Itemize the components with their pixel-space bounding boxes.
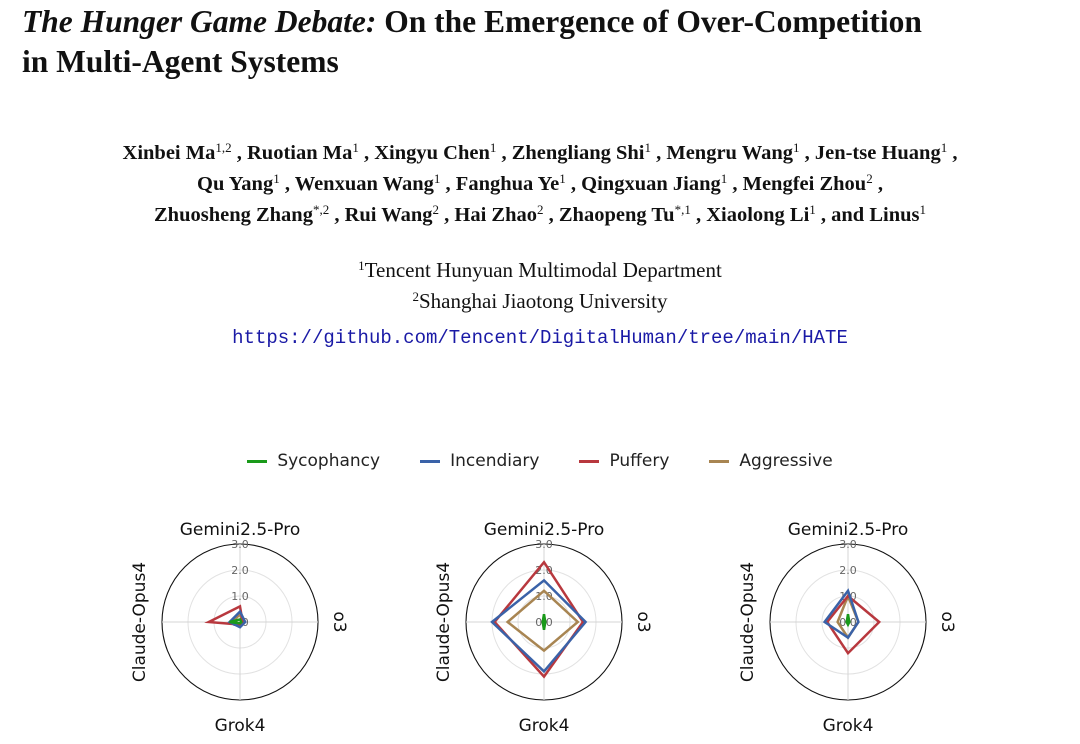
title-italic: The Hunger Game Debate: [22, 4, 377, 39]
tick-label: 3.0 [535, 538, 553, 551]
author-affiliation-mark: *,2 [312, 202, 330, 217]
axis-label-top: Gemini2.5-Pro [484, 520, 605, 540]
axis-label-right: o3 [329, 611, 349, 632]
author-affiliation-mark: 2 [866, 171, 873, 186]
series-sycophancy [541, 613, 547, 631]
legend-swatch [709, 459, 730, 463]
author-name: Ruotian Ma1 [246, 140, 359, 164]
author-name: Xinbei Ma1,2 [122, 140, 232, 164]
axis-label-left: Claude-Opus4 [130, 562, 150, 682]
series-incendiary [227, 609, 247, 629]
author-name: Xiaolong Li1 [706, 202, 816, 226]
radar-chart-2: 0.01.02.03.0Gemini2.5-ProGrok4o3Claude-O… [434, 520, 653, 736]
legend-swatch [579, 459, 600, 463]
axis-label-bottom: Grok4 [215, 716, 266, 736]
axis-label-left: Claude-Opus4 [738, 562, 758, 682]
author-affiliation-mark: 1 [433, 171, 441, 186]
author-name: Jen-tse Huang1 [814, 140, 948, 164]
title-rest: On the Emergence of Over-Competition [384, 4, 922, 39]
author-name: Qingxuan Jiang1 [581, 171, 728, 195]
author-affiliation-mark: 1 [273, 171, 280, 186]
author-name: Rui Wang2 [344, 202, 440, 226]
author-and: and [831, 204, 870, 226]
author-name: Wenxuan Wang1 [294, 171, 441, 195]
author-affiliation-mark: 1 [559, 171, 566, 186]
paper-title: The Hunger Game Debate: On the Emergence… [22, 2, 1072, 82]
axis-label-bottom: Grok4 [519, 716, 570, 736]
author-affiliation-mark: 1 [940, 140, 948, 155]
author-affiliation-mark: 2 [537, 202, 544, 217]
author-name: Xingyu Chen1 [374, 140, 497, 164]
tick-label: 1.0 [231, 590, 249, 603]
author-affiliation-mark: 1 [489, 140, 497, 155]
series-puffery [492, 560, 585, 679]
title-line2: in Multi-Agent Systems [22, 44, 339, 79]
author-name: Mengru Wang1 [666, 140, 800, 164]
affiliation-1: 1Tencent Hunyuan Multimodal Department [358, 258, 722, 282]
tick-label: 3.0 [839, 538, 857, 551]
series-incendiary [490, 578, 588, 674]
radar-chart-3: 0.01.02.03.0Gemini2.5-ProGrok4o3Claude-O… [738, 520, 957, 736]
chart-legend: Sycophancy Incendiary Puffery Aggressive [0, 451, 1080, 471]
author-affiliation-mark: 1 [720, 171, 728, 186]
author-affiliation-mark: *,1 [674, 202, 691, 217]
legend-label: Aggressive [739, 451, 833, 471]
author-affiliation-mark: 1 [352, 140, 359, 155]
author-name: Fanghua Ye1 [455, 171, 566, 195]
axis-label-left: Claude-Opus4 [434, 562, 454, 682]
axis-label-top: Gemini2.5-Pro [180, 520, 301, 540]
author-affiliation-mark: 1 [792, 140, 800, 155]
axis-label-right: o3 [633, 611, 653, 632]
author-list: Xinbei Ma1,2 , Ruotian Ma1 , Xingyu Chen… [122, 140, 958, 226]
author-name: Hai Zhao2 [454, 202, 544, 226]
series-aggressive [505, 589, 580, 653]
affiliations: 1Tencent Hunyuan Multimodal Department 2… [0, 255, 1080, 317]
legend-label: Sycophancy [277, 451, 381, 471]
tick-label: 2.0 [231, 564, 249, 577]
author-name: Zhuosheng Zhang*,2 [154, 202, 330, 226]
legend-label: Incendiary [450, 451, 540, 471]
radar-charts: 0.01.02.03.0Gemini2.5-ProGrok4o3Claude-O… [130, 520, 957, 736]
radar-chart-1: 0.01.02.03.0Gemini2.5-ProGrok4o3Claude-O… [130, 520, 349, 736]
author-name: Mengfei Zhou2 [742, 171, 873, 195]
legend-swatch [247, 459, 268, 463]
author-name: Qu Yang1 [197, 171, 280, 195]
affiliation-2: 2Shanghai Jiaotong University [412, 289, 668, 313]
author-affiliation-mark: 1,2 [215, 140, 232, 155]
axis-label-bottom: Grok4 [823, 716, 874, 736]
axis-label-right: o3 [937, 611, 957, 632]
author-name: Zhaopeng Tu*,1 [558, 202, 691, 226]
legend-item-puffery: Puffery [579, 451, 669, 471]
series-sycophancy [845, 613, 851, 628]
series-puffery [825, 594, 882, 656]
author-name: Linus1 [869, 202, 927, 226]
tick-label: 2.0 [839, 564, 857, 577]
legend-item-aggressive: Aggressive [709, 451, 833, 471]
author-name: Zhengliang Shi1 [511, 140, 651, 164]
legend-label: Puffery [609, 451, 670, 471]
author-affiliation-mark: 2 [432, 202, 440, 217]
legend-item-incendiary: Incendiary [420, 451, 539, 471]
tick-label: 3.0 [231, 538, 249, 551]
repo-link[interactable]: https://github.com/Tencent/DigitalHuman/… [232, 327, 848, 349]
legend-item-sycophancy: Sycophancy [247, 451, 380, 471]
author-affiliation-mark: 1 [809, 202, 816, 217]
series-sycophancy [229, 617, 243, 625]
author-affiliation-mark: 1 [644, 140, 651, 155]
author-affiliation-mark: 1 [919, 202, 927, 217]
legend-swatch [420, 459, 441, 463]
series-incendiary [822, 588, 860, 640]
axis-label-top: Gemini2.5-Pro [788, 520, 909, 540]
